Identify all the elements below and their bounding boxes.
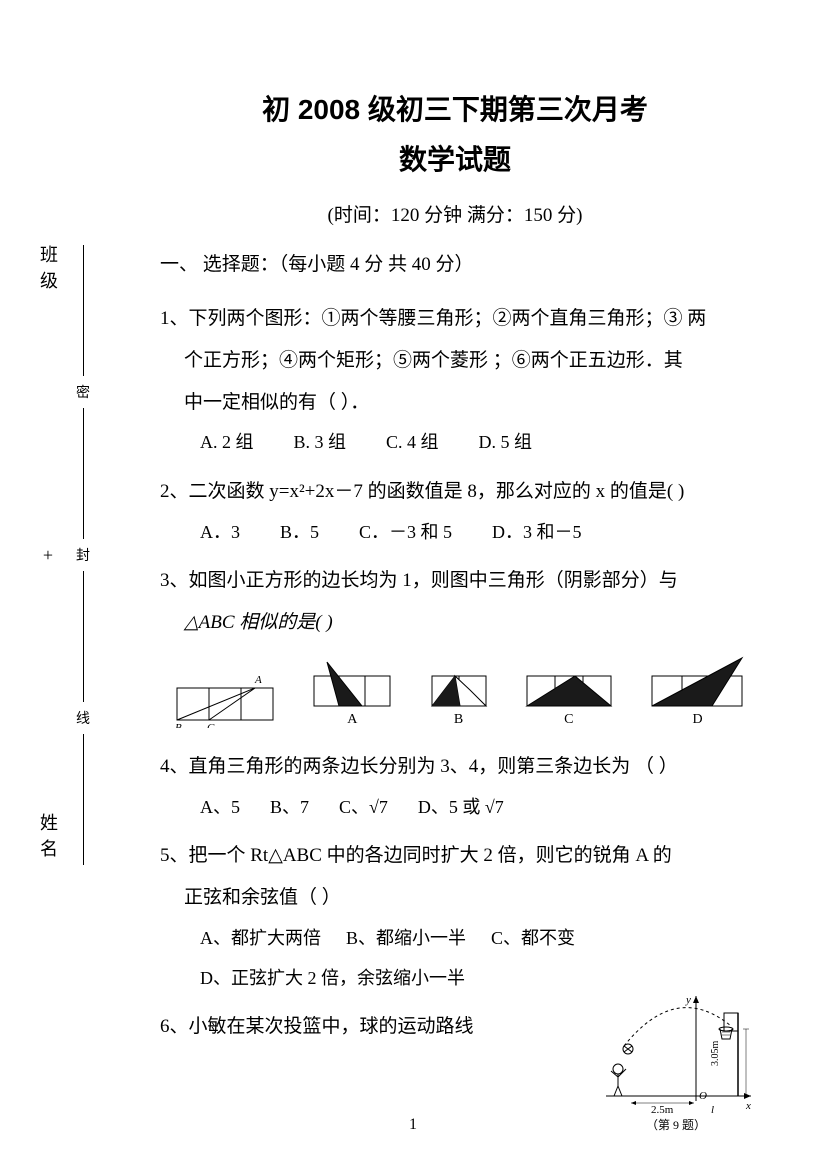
q4-opt-a: A、5 <box>200 788 240 828</box>
seal-char-xian: 线 <box>76 702 90 734</box>
q4-text: 4、直角三角形的两条边长分别为 3、4，则第三条边长为 （ ） <box>160 746 750 788</box>
q2-opt-a: A．3 <box>200 513 240 553</box>
main-content: 初 2008 级初三下期第三次月考 数学试题 (时间：120 分钟 满分：150… <box>160 88 750 1056</box>
q3-option-a: A <box>312 660 392 728</box>
q2-text: 2、二次函数 y=x²+2x－7 的函数值是 8，那么对应的 x 的值是( ) <box>160 471 750 513</box>
q1-options: A. 2 组 B. 3 组 C. 4 组 D. 5 组 <box>160 423 750 463</box>
q5-options: A、都扩大两倍 B、都缩小一半 C、都不变 D、正弦扩大 2 倍，余弦缩小一半 <box>160 919 750 998</box>
q1-line2: 个正方形；④两个矩形；⑤两个菱形 ；⑥两个正五边形．其 <box>160 340 750 382</box>
binding-margin: 班级 + 姓名 密 封 线 <box>28 245 128 865</box>
q4-opt-b: B、7 <box>270 788 309 828</box>
q4-options: A、5 B、7 C、√7 D、5 或 √7 <box>160 788 750 828</box>
q3-option-d: D <box>650 656 745 728</box>
q1-opt-d: D. 5 组 <box>479 423 533 463</box>
ref-label-b: B <box>175 722 182 728</box>
q3-label-b: B <box>454 712 463 728</box>
margin-labels: 班级 + 姓名 <box>28 245 68 865</box>
svg-text:x: x <box>745 1100 751 1112</box>
q3-label-a: A <box>347 712 357 728</box>
q2-opt-c: C．－3 和 5 <box>359 513 452 553</box>
q2-options: A．3 B．5 C．－3 和 5 D．3 和－5 <box>160 513 750 553</box>
q3-ref-figure: A B C <box>175 673 275 728</box>
svg-text:3.05m: 3.05m <box>710 1041 721 1067</box>
exam-info: (时间：120 分钟 满分：150 分) <box>160 200 750 227</box>
question-1: 1、下列两个图形：①两个等腰三角形；②两个直角三角形；③ 两 个正方形；④两个矩… <box>160 298 750 463</box>
question-4: 4、直角三角形的两条边长分别为 3、4，则第三条边长为 （ ） A、5 B、7 … <box>160 746 750 827</box>
q5-opt-d: D、正弦扩大 2 倍，余弦缩小一半 <box>200 968 465 988</box>
q3-label-d: D <box>692 712 702 728</box>
ref-label-a: A <box>254 674 262 686</box>
label-name: 姓名 <box>35 813 61 865</box>
page-number: 1 <box>0 1116 826 1134</box>
q6-figure: 2.5m l O x y 3.05m （第 9 题） <box>596 991 756 1131</box>
question-3: 3、如图小正方形的边长均为 1，则图中三角形（阴影部分）与 △ABC 相似的是(… <box>160 560 750 644</box>
q3-line2: △ABC 相似的是( ) <box>160 602 750 644</box>
seal-char-mi: 密 <box>76 376 90 408</box>
q1-line1: 1、下列两个图形：①两个等腰三角形；②两个直角三角形；③ 两 <box>160 298 750 340</box>
q3-figures: A B C A <box>175 656 745 728</box>
section-header: 一、 选择题：（每小题 4 分 共 40 分） <box>160 249 750 276</box>
seal-char-feng: 封 <box>76 539 90 571</box>
q4-opt-c: C、√7 <box>339 788 388 828</box>
ref-label-c: C <box>207 722 215 728</box>
q5-opt-a: A、都扩大两倍 <box>200 919 321 959</box>
q1-opt-c: C. 4 组 <box>386 423 439 463</box>
q1-line3: 中一定相似的有（ ）． <box>160 382 750 424</box>
q5-line1: 5、把一个 Rt△ABC 中的各边同时扩大 2 倍，则它的锐角 A 的 <box>160 835 750 877</box>
q5-line2: 正弦和余弦值（ ） <box>160 877 750 919</box>
q2-opt-d: D．3 和－5 <box>492 513 582 553</box>
label-class: 班级 <box>35 245 61 297</box>
q4-opt-d: D、5 或 √7 <box>418 788 504 828</box>
question-2: 2、二次函数 y=x²+2x－7 的函数值是 8，那么对应的 x 的值是( ) … <box>160 471 750 552</box>
seal-line: 密 封 线 <box>68 245 98 865</box>
question-5: 5、把一个 Rt△ABC 中的各边同时扩大 2 倍，则它的锐角 A 的 正弦和余… <box>160 835 750 998</box>
q3-label-c: C <box>564 712 573 728</box>
q1-opt-b: B. 3 组 <box>294 423 347 463</box>
q2-opt-b: B．5 <box>280 513 319 553</box>
fig-dist: 2.5m <box>651 1104 674 1116</box>
q3-option-c: C <box>525 660 613 728</box>
q5-opt-c: C、都不变 <box>491 919 575 959</box>
title-line2: 数学试题 <box>160 138 750 178</box>
svg-text:l: l <box>711 1104 714 1116</box>
svg-text:y: y <box>685 994 691 1006</box>
q5-opt-b: B、都缩小一半 <box>346 919 466 959</box>
title-line1: 初 2008 级初三下期第三次月考 <box>160 88 750 128</box>
q3-line1: 3、如图小正方形的边长均为 1，则图中三角形（阴影部分）与 <box>160 560 750 602</box>
q1-opt-a: A. 2 组 <box>200 423 254 463</box>
fig-origin: O <box>699 1090 707 1102</box>
q3-option-b: B <box>430 660 488 728</box>
